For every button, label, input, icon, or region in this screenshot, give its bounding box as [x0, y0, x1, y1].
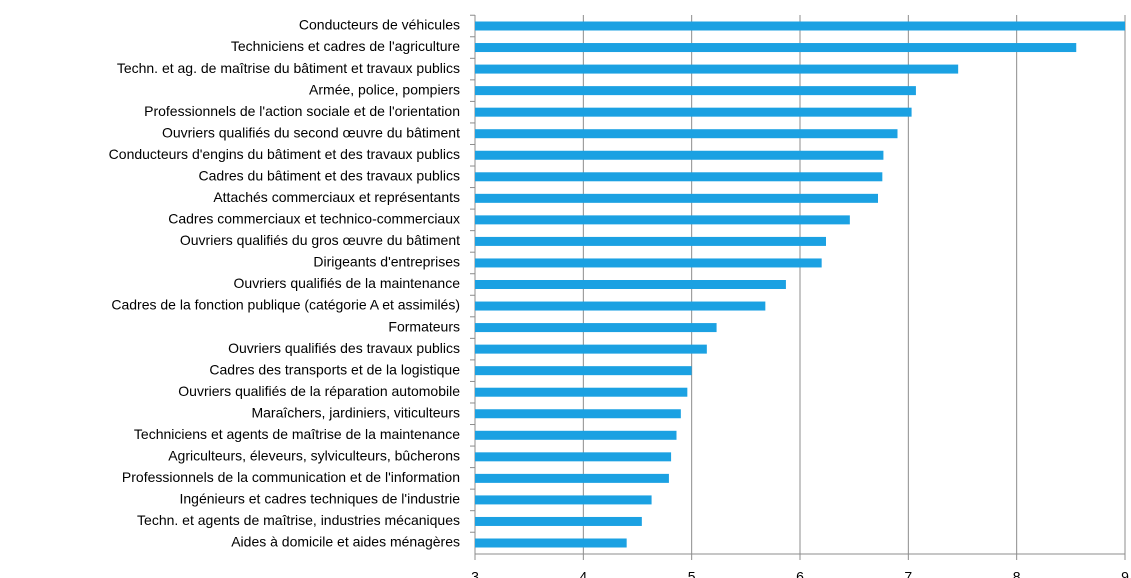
- x-tick-label: 8: [1013, 569, 1021, 578]
- y-tick-label: Cadres commerciaux et technico-commercia…: [168, 211, 460, 227]
- y-tick-label: Ouvriers qualifiés du second œuvre du bâ…: [162, 124, 460, 140]
- bar: [475, 215, 850, 225]
- y-tick-label: Techniciens et cadres de l'agriculture: [231, 38, 460, 54]
- bar: [475, 107, 912, 117]
- bar: [475, 64, 959, 74]
- y-tick-label: Ingénieurs et cadres techniques de l'ind…: [179, 491, 460, 507]
- y-tick-label: Agriculteurs, éleveurs, sylviculteurs, b…: [168, 448, 460, 464]
- y-tick-label: Formateurs: [388, 318, 460, 334]
- y-tick-label: Ouvriers qualifiés des travaux publics: [228, 340, 460, 356]
- bar: [475, 301, 766, 311]
- bar: [475, 258, 822, 268]
- y-tick-label: Cadres des transports et de la logistiqu…: [209, 361, 460, 377]
- bar: [475, 43, 1077, 53]
- y-tick-label: Professionnels de la communication et de…: [122, 469, 460, 485]
- y-tick-label: Conducteurs de véhicules: [299, 17, 460, 33]
- y-tick-label: Ouvriers qualifiés de la réparation auto…: [178, 383, 460, 399]
- bar: [475, 323, 717, 333]
- x-tick-label: 7: [904, 569, 912, 578]
- bar: [475, 193, 878, 203]
- y-tick-label: Cadres de la fonction publique (catégori…: [111, 297, 460, 313]
- y-tick-label: Techn. et ag. de maîtrise du bâtiment et…: [117, 60, 460, 76]
- y-tick-label: Maraîchers, jardiniers, viticulteurs: [251, 404, 460, 420]
- x-tick-label: 4: [579, 569, 587, 578]
- bar: [475, 430, 677, 440]
- x-tick-label: 5: [688, 569, 696, 578]
- y-tick-label: Techn. et agents de maîtrise, industries…: [137, 512, 460, 528]
- bar: [475, 452, 672, 462]
- bar: [475, 172, 883, 182]
- bar: [475, 473, 669, 483]
- x-tick-label: 3: [471, 569, 479, 578]
- y-tick-label: Armée, police, pompiers: [309, 81, 460, 97]
- bar: [475, 86, 916, 96]
- bar: [475, 280, 786, 289]
- y-tick-label: Techniciens et agents de maîtrise de la …: [134, 426, 460, 442]
- y-tick-label: Aides à domicile et aides ménagères: [231, 534, 460, 550]
- bar: [475, 21, 1125, 31]
- bar: [475, 236, 826, 246]
- y-tick-label: Dirigeants d'entreprises: [313, 254, 460, 270]
- y-tick-label: Ouvriers qualifiés du gros œuvre du bâti…: [180, 232, 460, 248]
- bar: [475, 344, 707, 354]
- bar: [475, 129, 898, 139]
- y-tick-label: Attachés commerciaux et représentants: [213, 189, 460, 205]
- bar: [475, 366, 692, 376]
- x-tick-label: 9: [1121, 569, 1129, 578]
- x-tick-label: 6: [796, 569, 804, 578]
- bar: [475, 150, 884, 160]
- y-tick-label: Cadres du bâtiment et des travaux public…: [199, 167, 460, 183]
- y-tick-label: Conducteurs d'engins du bâtiment et des …: [109, 146, 460, 162]
- bar: [475, 538, 627, 548]
- bar: [475, 409, 681, 419]
- bar: [475, 495, 652, 505]
- bar: [475, 387, 688, 397]
- y-tick-label: Ouvriers qualifiés de la maintenance: [234, 275, 461, 291]
- y-tick-label: Professionnels de l'action sociale et de…: [144, 103, 460, 119]
- bar: [475, 516, 642, 526]
